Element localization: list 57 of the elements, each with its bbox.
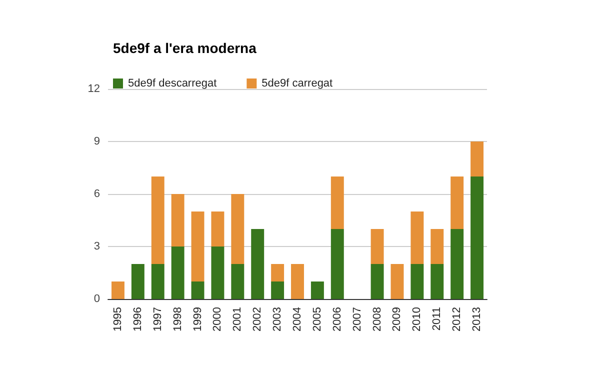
x-tick-label: 2002: [252, 307, 264, 332]
chart-title: 5de9f a l'era moderna: [113, 40, 257, 56]
x-tick-label: 2012: [451, 307, 464, 332]
x-tick-label: 1997: [152, 307, 164, 332]
bar: [470, 142, 484, 176]
y-tick-label: 0: [94, 293, 100, 305]
y-tick-label: 6: [94, 188, 100, 200]
bar: [291, 264, 304, 299]
bar: [410, 212, 424, 264]
bar: [231, 194, 244, 264]
bar: [370, 229, 384, 264]
x-tick-label: 1999: [192, 307, 204, 332]
bar: [171, 194, 184, 246]
bar: [211, 212, 224, 246]
y-tick-label: 12: [88, 83, 100, 95]
bar: [151, 176, 164, 264]
y-tick-label: 9: [94, 136, 100, 148]
bar: [390, 264, 404, 299]
x-tick-label: 2010: [411, 307, 424, 332]
bar: [370, 264, 384, 299]
bar: [430, 229, 444, 264]
bar: [430, 264, 444, 299]
x-tick-label: 2008: [371, 307, 384, 332]
bar: [410, 264, 424, 299]
bar: [191, 282, 204, 299]
bar: [151, 264, 164, 299]
x-tick-label: 1998: [172, 307, 184, 332]
x-tick-label: 2009: [391, 307, 404, 332]
bar: [191, 212, 204, 282]
bar: [330, 176, 344, 229]
bar: [450, 176, 464, 229]
x-tick-label: 2000: [212, 307, 224, 332]
x-tick-label: 2001: [232, 307, 244, 332]
x-tick-label: 2013: [471, 307, 484, 332]
bar: [271, 264, 284, 282]
legend-label: 5de9f descarregat: [128, 78, 217, 90]
legend-label: 5de9f carregat: [262, 78, 333, 90]
bar: [450, 229, 464, 299]
x-tick-label: 1995: [112, 307, 124, 332]
bar: [171, 246, 184, 299]
bar: [251, 229, 264, 299]
x-tick-label: 2004: [292, 307, 304, 332]
bar: [231, 264, 244, 299]
bar: [271, 282, 284, 299]
x-tick-label: 2003: [272, 307, 284, 332]
x-tick-label: 2011: [431, 307, 444, 331]
x-tick-label: 2006: [331, 307, 344, 332]
bar: [211, 246, 224, 299]
bar: [470, 176, 484, 299]
bar: [131, 264, 144, 299]
bar: [310, 282, 324, 299]
x-tick-label: 2005: [311, 307, 324, 332]
y-tick-label: 3: [94, 240, 100, 252]
x-tick-label: 2007: [351, 307, 364, 332]
bar: [330, 229, 344, 299]
x-tick-label: 1996: [132, 307, 144, 332]
bar: [111, 282, 124, 299]
